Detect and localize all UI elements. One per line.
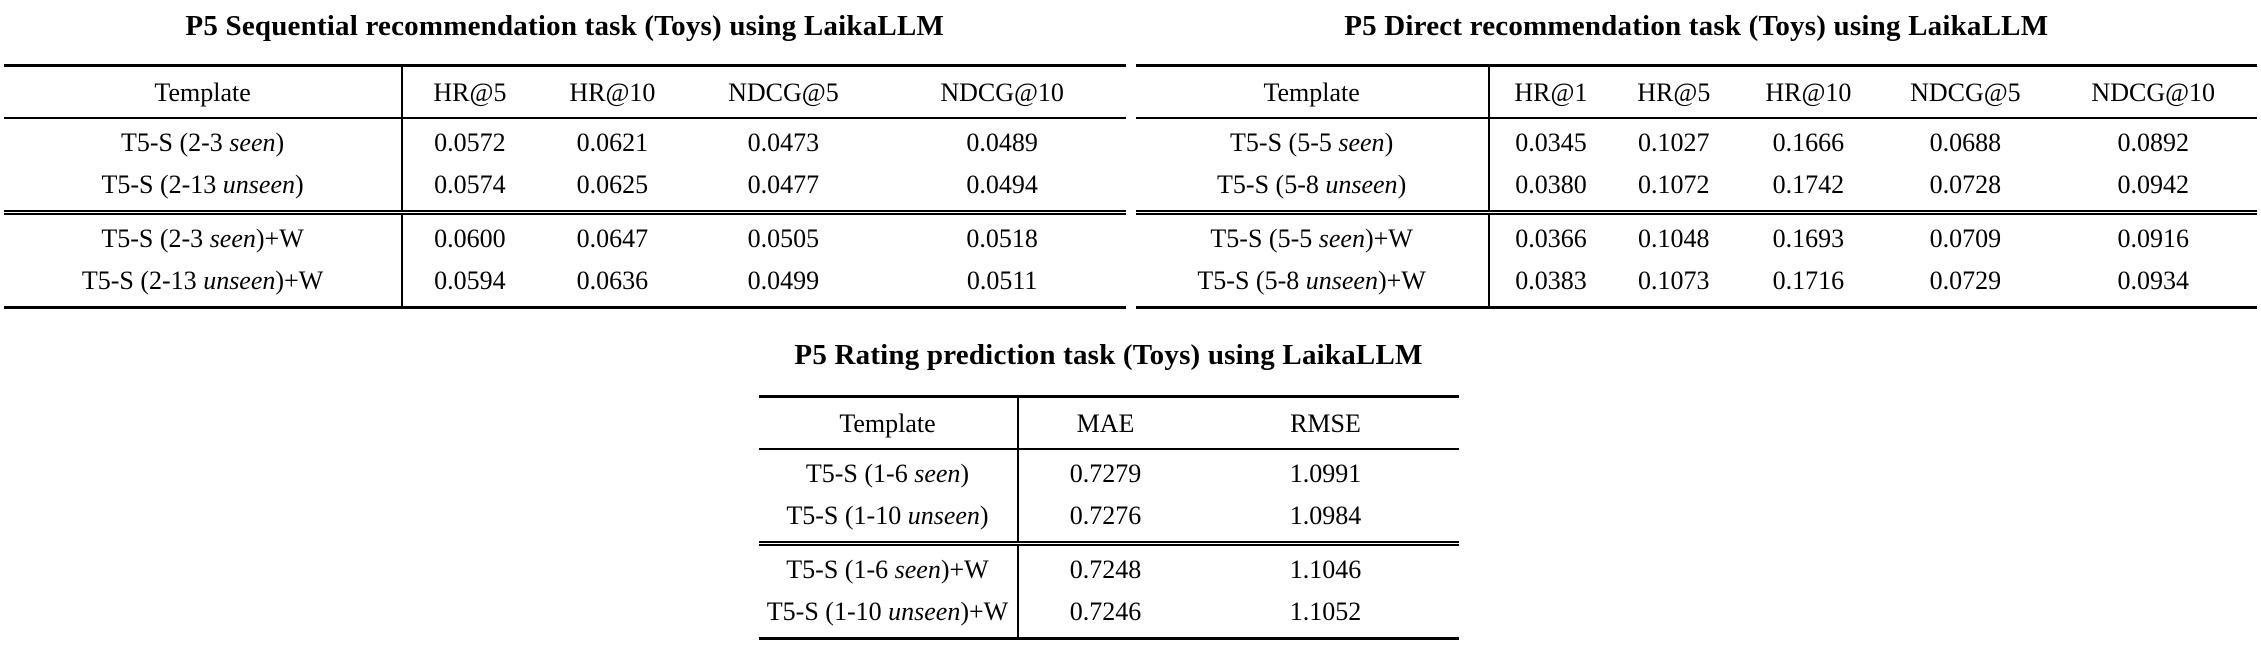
template-cell: T5-S (5-5 seen) bbox=[1135, 118, 1490, 164]
metric-cell: 0.0916 bbox=[2117, 224, 2189, 253]
metric-cell: 0.0383 bbox=[1515, 266, 1587, 295]
metric-cell: 0.7279 bbox=[1069, 459, 1142, 488]
metric-cell: 0.0942 bbox=[2117, 170, 2189, 199]
metric-cell: 0.0505 bbox=[747, 224, 820, 253]
metric-cell: 0.0621 bbox=[576, 128, 649, 157]
metric-cell: 1.0984 bbox=[1289, 501, 1362, 530]
metric-cell: 0.0600 bbox=[434, 224, 506, 253]
template-cell: T5-S (2-3 seen)+W bbox=[4, 212, 404, 260]
column-header-template: Template bbox=[4, 65, 404, 118]
table-row: T5-S (1-6 seen)+W 0.7248 1.1046 bbox=[758, 543, 1459, 591]
metric-cell: 0.7276 bbox=[1069, 501, 1142, 530]
table-row: T5-S (2-13 unseen)+W 0.0594 0.0636 0.049… bbox=[4, 260, 1126, 308]
direct-task-section: P5 Direct recommendation task (Toys) usi… bbox=[1135, 6, 2258, 309]
table-row: T5-S (2-3 seen) 0.0572 0.0621 0.0473 0.0… bbox=[4, 118, 1126, 164]
metric-cell: 0.1666 bbox=[1772, 128, 1845, 157]
metric-cell: 0.0574 bbox=[434, 170, 506, 199]
metric-cell: 1.1046 bbox=[1289, 555, 1362, 584]
metric-cell: 0.0494 bbox=[966, 170, 1038, 199]
template-cell: T5-S (1-6 seen) bbox=[758, 449, 1019, 495]
column-header-template: Template bbox=[758, 396, 1019, 449]
metric-cell: 1.0991 bbox=[1289, 459, 1362, 488]
metric-cell: 0.7246 bbox=[1069, 597, 1142, 626]
metric-cell: 0.0709 bbox=[1929, 224, 2002, 253]
header-row: Template HR@5 HR@10 NDCG@5 NDCG@10 bbox=[4, 65, 1126, 118]
template-cell: T5-S (2-13 unseen)+W bbox=[4, 260, 404, 308]
metric-cell: 0.0511 bbox=[966, 266, 1038, 295]
metric-cell: 0.0729 bbox=[1929, 266, 2002, 295]
direct-table-title: P5 Direct recommendation task (Toys) usi… bbox=[1344, 10, 2049, 42]
column-header-hr10: HR@10 bbox=[569, 78, 656, 107]
metric-cell: 0.1716 bbox=[1772, 266, 1845, 295]
metric-cell: 0.0473 bbox=[747, 128, 820, 157]
table-row: T5-S (5-8 unseen) 0.0380 0.1072 0.1742 0… bbox=[1135, 164, 2258, 213]
metric-cell: 0.1027 bbox=[1638, 128, 1710, 157]
template-cell: T5-S (1-6 seen)+W bbox=[758, 543, 1019, 591]
metric-cell: 0.7248 bbox=[1069, 555, 1142, 584]
metric-cell: 0.0380 bbox=[1515, 170, 1587, 199]
template-cell: T5-S (5-8 unseen)+W bbox=[1135, 260, 1490, 308]
metric-cell: 0.0688 bbox=[1929, 128, 2002, 157]
table-row: T5-S (2-13 unseen) 0.0574 0.0625 0.0477 … bbox=[4, 164, 1126, 213]
rating-results-table: Template MAE RMSE T5-S (1-6 seen) 0.7279… bbox=[758, 395, 1459, 640]
template-cell: T5-S (5-8 unseen) bbox=[1135, 164, 1490, 213]
column-header-hr10: HR@10 bbox=[1765, 78, 1852, 107]
table-row: T5-S (1-10 unseen)+W 0.7246 1.1052 bbox=[758, 591, 1459, 639]
metric-cell: 0.0594 bbox=[434, 266, 506, 295]
table-row: T5-S (1-6 seen) 0.7279 1.0991 bbox=[758, 449, 1459, 495]
metric-cell: 0.0892 bbox=[2117, 128, 2189, 157]
column-header-ndcg5: NDCG@5 bbox=[1910, 78, 2021, 107]
metric-cell: 0.0345 bbox=[1515, 128, 1587, 157]
sequential-results-table: Template HR@5 HR@10 NDCG@5 NDCG@10 T5-S … bbox=[4, 64, 1126, 309]
column-header-template: Template bbox=[1135, 65, 1490, 118]
metric-cell: 0.1048 bbox=[1638, 224, 1710, 253]
column-header-ndcg10: NDCG@10 bbox=[940, 78, 1064, 107]
table-row: T5-S (5-8 unseen)+W 0.0383 0.1073 0.1716… bbox=[1135, 260, 2258, 308]
metric-cell: 0.0625 bbox=[576, 170, 649, 199]
metric-cell: 1.1052 bbox=[1289, 597, 1362, 626]
column-header-rmse: RMSE bbox=[1290, 409, 1361, 438]
metric-cell: 0.1072 bbox=[1638, 170, 1710, 199]
metric-cell: 0.0647 bbox=[576, 224, 649, 253]
top-tables-row: P5 Sequential recommendation task (Toys)… bbox=[4, 6, 2257, 309]
table-row: T5-S (2-3 seen)+W 0.0600 0.0647 0.0505 0… bbox=[4, 212, 1126, 260]
metric-cell: 0.1693 bbox=[1772, 224, 1845, 253]
rating-task-section: P5 Rating prediction task (Toys) using L… bbox=[758, 335, 1459, 640]
metric-cell: 0.0934 bbox=[2117, 266, 2189, 295]
metric-cell: 0.0636 bbox=[576, 266, 649, 295]
direct-results-table: Template HR@1 HR@5 HR@10 NDCG@5 NDCG@10 … bbox=[1135, 64, 2258, 309]
column-header-mae: MAE bbox=[1076, 409, 1135, 438]
template-cell: T5-S (1-10 unseen)+W bbox=[758, 591, 1019, 639]
sequential-task-section: P5 Sequential recommendation task (Toys)… bbox=[4, 6, 1126, 309]
template-cell: T5-S (1-10 unseen) bbox=[758, 495, 1019, 544]
metric-cell: 0.0518 bbox=[966, 224, 1038, 253]
metric-cell: 0.0499 bbox=[747, 266, 820, 295]
metric-cell: 0.1073 bbox=[1638, 266, 1710, 295]
metric-cell: 0.0489 bbox=[966, 128, 1038, 157]
header-row: Template MAE RMSE bbox=[758, 396, 1459, 449]
bottom-tables-row: P5 Rating prediction task (Toys) using L… bbox=[4, 335, 2257, 640]
table-row: T5-S (5-5 seen) 0.0345 0.1027 0.1666 0.0… bbox=[1135, 118, 2258, 164]
table-row: T5-S (5-5 seen)+W 0.0366 0.1048 0.1693 0… bbox=[1135, 212, 2258, 260]
column-header-hr5: HR@5 bbox=[1637, 78, 1711, 107]
rating-table-title: P5 Rating prediction task (Toys) using L… bbox=[794, 339, 1423, 371]
metric-cell: 0.0728 bbox=[1929, 170, 2002, 199]
metric-cell: 0.0366 bbox=[1515, 224, 1587, 253]
template-cell: T5-S (5-5 seen)+W bbox=[1135, 212, 1490, 260]
template-cell: T5-S (2-3 seen) bbox=[4, 118, 404, 164]
template-cell: T5-S (2-13 unseen) bbox=[4, 164, 404, 213]
column-header-ndcg10: NDCG@10 bbox=[2091, 78, 2216, 107]
metric-cell: 0.1742 bbox=[1772, 170, 1845, 199]
column-header-hr1: HR@1 bbox=[1514, 78, 1588, 107]
metric-cell: 0.0572 bbox=[434, 128, 506, 157]
sequential-table-title: P5 Sequential recommendation task (Toys)… bbox=[185, 10, 945, 42]
column-header-ndcg5: NDCG@5 bbox=[728, 78, 839, 107]
metric-cell: 0.0477 bbox=[747, 170, 820, 199]
header-row: Template HR@1 HR@5 HR@10 NDCG@5 NDCG@10 bbox=[1135, 65, 2257, 118]
table-row: T5-S (1-10 unseen) 0.7276 1.0984 bbox=[758, 495, 1459, 544]
column-header-hr5: HR@5 bbox=[433, 78, 507, 107]
